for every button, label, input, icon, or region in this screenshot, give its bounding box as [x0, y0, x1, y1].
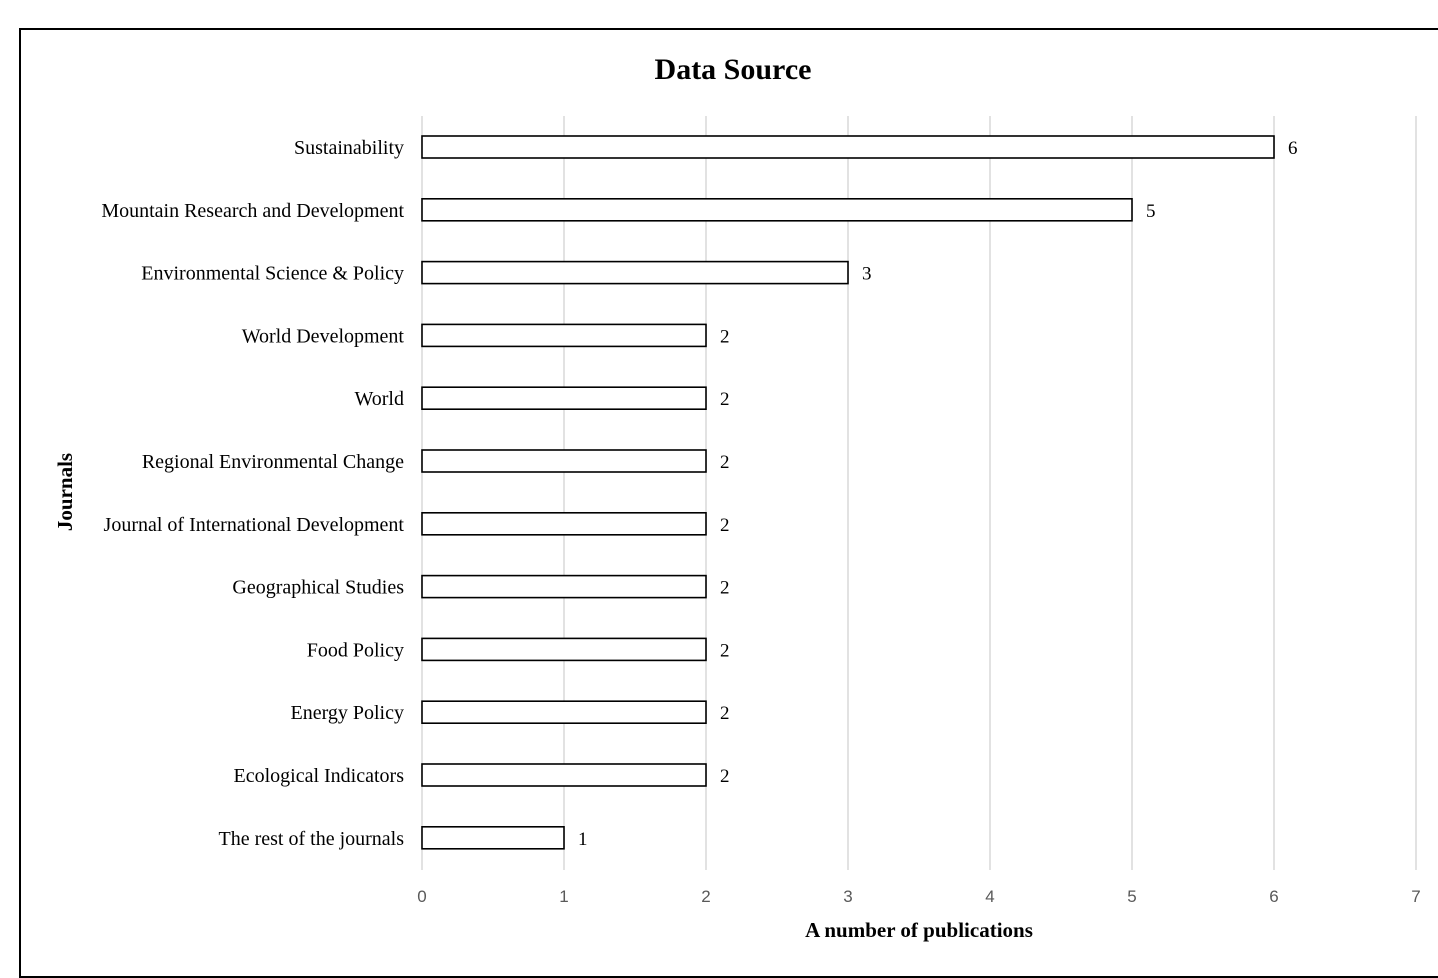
data-label: 2 [720, 326, 730, 347]
category-label: World Development [242, 325, 405, 347]
chart-title: Data Source [655, 53, 812, 86]
bar [421, 763, 707, 787]
data-label: 2 [720, 389, 730, 410]
bar [421, 386, 707, 411]
bar [421, 260, 849, 285]
category-label: Ecological Indicators [234, 765, 405, 787]
category-label: The rest of the journals [219, 828, 405, 850]
bar [421, 700, 707, 725]
x-tick-label: 3 [843, 887, 852, 906]
bar [421, 511, 707, 536]
x-tick-label: 5 [1127, 887, 1136, 906]
bar [421, 135, 1275, 159]
category-label: Sustainability [294, 137, 404, 159]
x-tick-label: 2 [701, 887, 710, 906]
category-label: Environmental Science & Policy [141, 263, 404, 285]
x-axis-title: A number of publications [805, 918, 1033, 942]
bar [421, 637, 707, 662]
x-tick-label: 4 [985, 887, 994, 906]
data-label: 6 [1288, 138, 1298, 159]
data-label: 1 [578, 829, 588, 850]
y-axis-title: Journals [53, 453, 77, 531]
category-label: Mountain Research and Development [101, 200, 404, 222]
bar [421, 449, 707, 473]
bar [421, 825, 565, 850]
category-label: Geographical Studies [232, 577, 404, 599]
category-label: World [355, 388, 405, 410]
x-tick-label: 0 [417, 887, 426, 906]
category-label: Journal of International Development [104, 514, 405, 536]
data-label: 2 [720, 452, 730, 473]
x-tick-label: 1 [559, 887, 568, 906]
data-label: 3 [862, 264, 872, 285]
data-label: 5 [1146, 201, 1156, 222]
labels: 0 1 2 3 4 5 6 7 Sustainability 6 Mountain Research… [101, 137, 1420, 906]
data-label: 2 [720, 766, 730, 787]
bar [421, 574, 707, 599]
data-label: 2 [720, 640, 730, 661]
bars [421, 135, 1275, 850]
bar [421, 198, 1133, 222]
category-label: Regional Environmental Change [142, 451, 404, 473]
gridlines [421, 116, 1417, 870]
bar [421, 323, 707, 348]
data-label: 2 [720, 515, 730, 536]
category-label: Food Policy [307, 639, 404, 661]
x-tick-label: 6 [1269, 887, 1278, 906]
data-label: 2 [720, 578, 730, 599]
x-tick-label: 7 [1411, 887, 1420, 906]
category-label: Energy Policy [290, 702, 404, 724]
data-label: 2 [720, 703, 730, 724]
